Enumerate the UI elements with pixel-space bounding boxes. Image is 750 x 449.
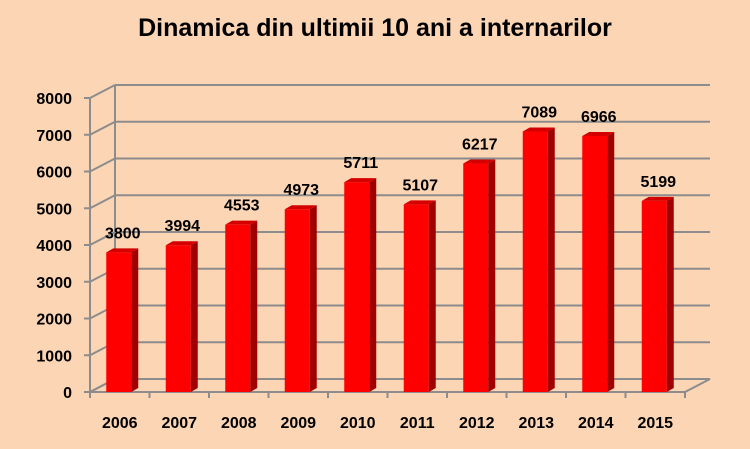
bar-2007 (165, 241, 198, 392)
data-label: 5107 (402, 177, 438, 194)
bar-front (641, 200, 667, 392)
x-tick-label: 2014 (578, 415, 614, 432)
x-tick-label: 2015 (637, 415, 673, 432)
bar-2012 (463, 159, 496, 392)
bar-2014 (582, 131, 615, 392)
bar-side (488, 159, 496, 392)
labels-layer: 0 1000 2000 3000 4000 5000 6000 7000 8000 3800 200… (36, 91, 676, 432)
bar-top (225, 220, 258, 225)
x-tick-label: 2008 (221, 415, 257, 432)
data-label: 6217 (462, 137, 498, 154)
gridline-side (89, 157, 116, 173)
bar-side (131, 248, 139, 392)
data-label: 6966 (581, 109, 617, 126)
bar-side (666, 196, 674, 392)
bar-side (369, 178, 377, 392)
x-tick-label: 2011 (400, 415, 435, 432)
data-label: 4553 (224, 198, 260, 215)
y-tick-label: 4000 (36, 238, 72, 255)
bar-2011 (403, 200, 436, 392)
bar-2006 (106, 248, 139, 392)
data-label: 3994 (164, 218, 200, 235)
bar-front (165, 245, 191, 392)
bar-front (463, 163, 489, 392)
bar-side (428, 200, 436, 392)
bar-front (225, 224, 251, 392)
bar-front (582, 135, 608, 392)
bar-top (641, 196, 674, 201)
data-label: 5711 (343, 155, 378, 172)
bar-side (190, 241, 198, 392)
bar-2009 (284, 205, 317, 392)
y-tick-label: 6000 (36, 165, 72, 182)
x-tick-label: 2007 (161, 415, 197, 432)
x-tick-label: 2012 (459, 415, 495, 432)
y-tick-label: 2000 (36, 312, 72, 329)
y-tick-label: 3000 (36, 275, 72, 292)
x-tick-label: 2009 (280, 415, 316, 432)
chart-title: Dinamica din ultimii 10 ani a internaril… (138, 14, 612, 42)
gridline-side (89, 120, 116, 136)
bar-2010 (344, 178, 377, 392)
bar-2008 (225, 220, 258, 392)
bar-top (403, 200, 436, 205)
bar-side (309, 205, 317, 392)
gridline-side (89, 84, 116, 99)
bar-side (547, 127, 555, 392)
x-tick-label: 2013 (518, 415, 554, 432)
gridline-side (89, 194, 116, 210)
gridline-side (89, 231, 116, 246)
data-label: 5199 (640, 174, 676, 191)
x-tick-label: 2010 (340, 415, 376, 432)
data-label: 7089 (521, 104, 557, 121)
bar-side (607, 131, 615, 392)
y-tick-label: 5000 (36, 201, 72, 218)
bar-front (106, 252, 132, 392)
bar-top (165, 241, 198, 246)
data-label: 3800 (105, 225, 141, 242)
bar-front (284, 209, 310, 392)
bar-side (250, 220, 258, 392)
bar-top (582, 131, 615, 136)
data-label: 4973 (283, 182, 319, 199)
y-tick-label: 1000 (36, 348, 72, 365)
y-tick-label: 8000 (36, 91, 72, 108)
y-tick-label: 0 (63, 385, 72, 402)
bar-top (522, 127, 555, 132)
bar-top (463, 159, 496, 164)
bar-front (403, 204, 429, 392)
bar-front (344, 182, 370, 392)
bar-2013 (522, 127, 555, 392)
bar-top (344, 178, 377, 183)
bar-2015 (641, 196, 674, 392)
bar-front (522, 131, 548, 392)
bar-top (284, 205, 317, 210)
y-tick-label: 7000 (36, 128, 72, 145)
bar-top (106, 248, 139, 253)
x-tick-label: 2006 (102, 415, 138, 432)
bars-layer (106, 127, 674, 392)
